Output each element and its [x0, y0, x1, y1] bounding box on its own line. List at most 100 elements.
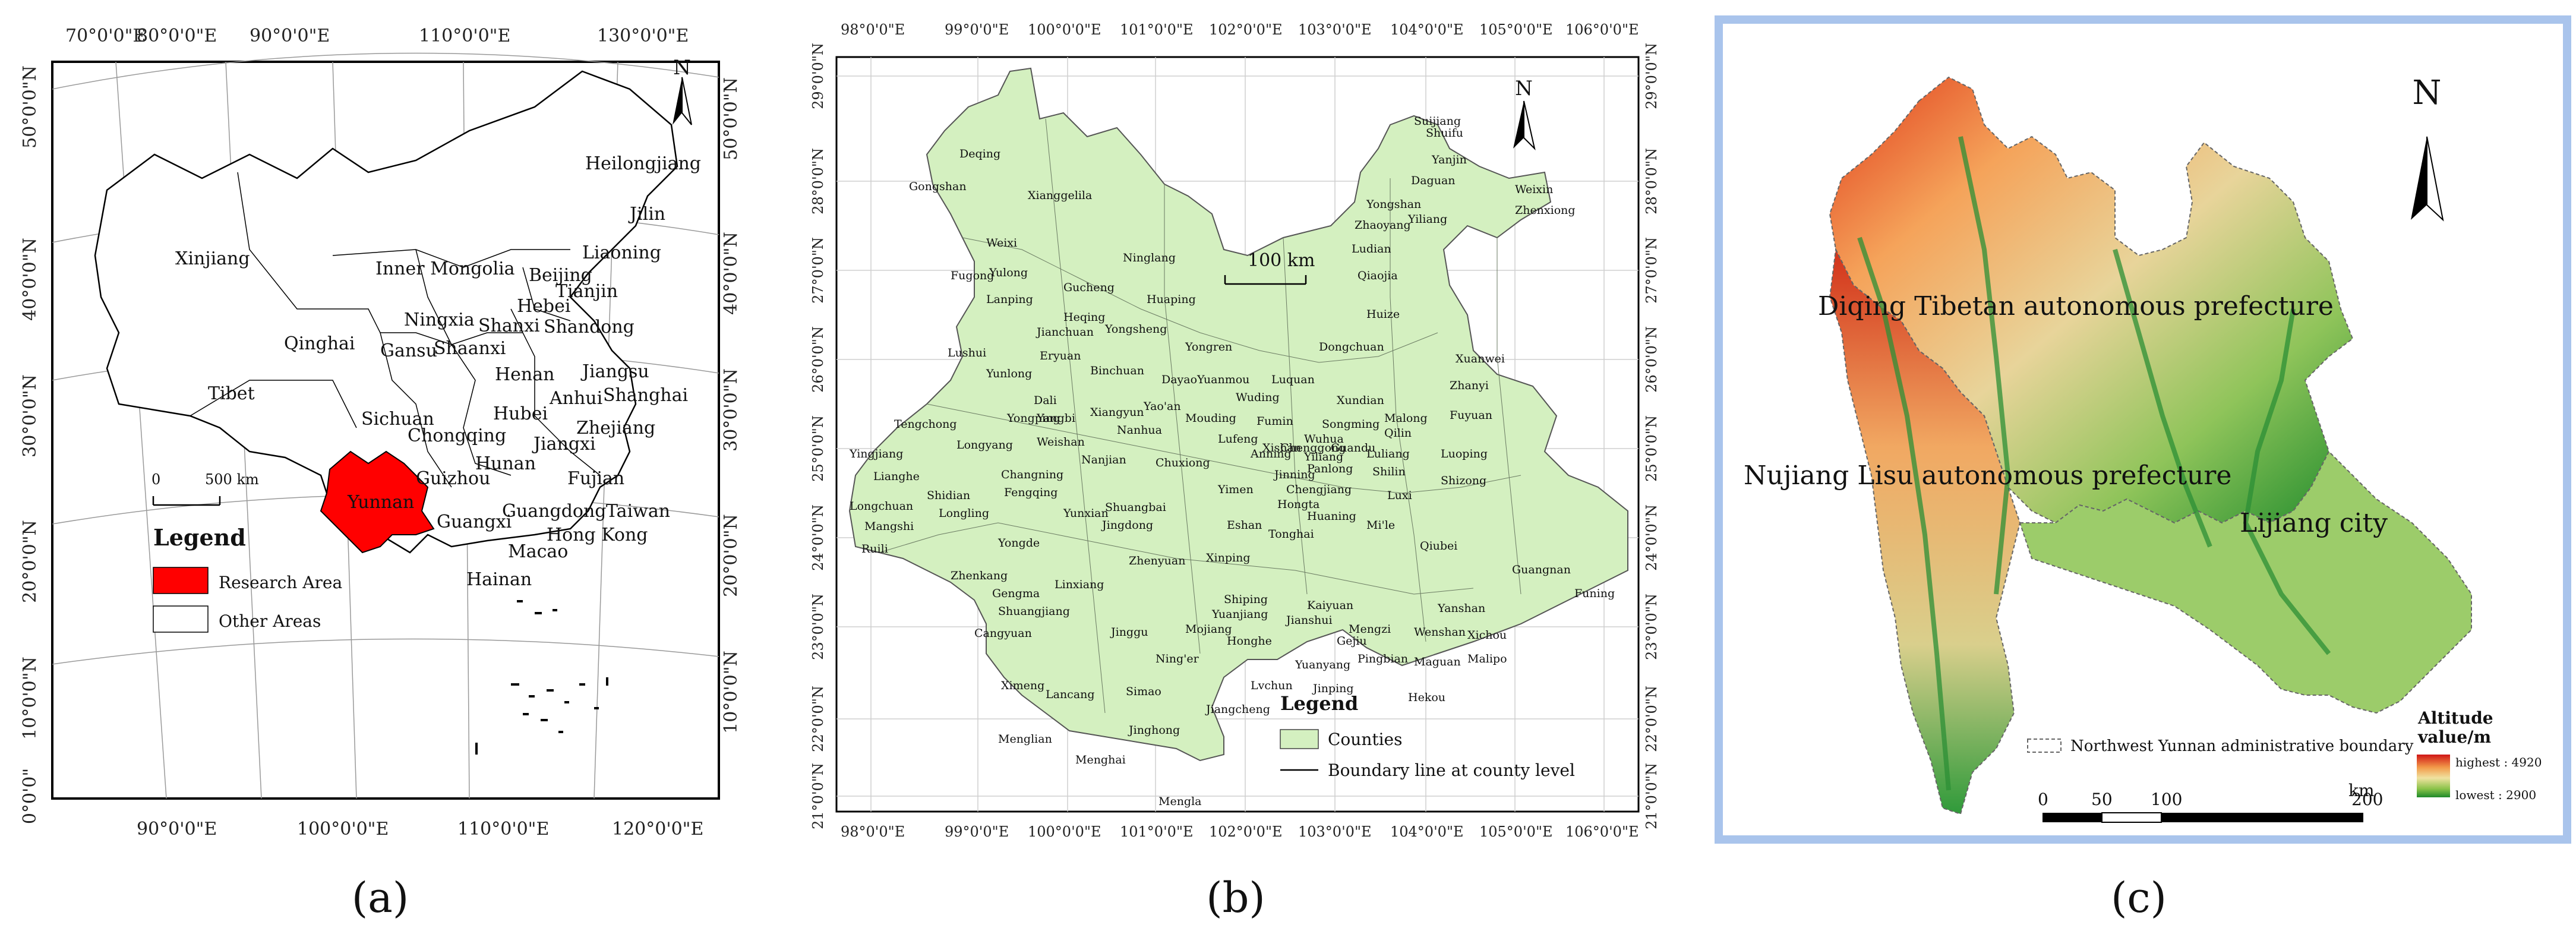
county-label: Lianghe: [873, 470, 920, 483]
region-label: Gansu: [380, 340, 437, 361]
county-label: Yanshan: [1437, 602, 1485, 615]
county-label: Dongchuan: [1319, 340, 1384, 354]
county-label: Lvchun: [1251, 679, 1293, 692]
county-label: Honghe: [1227, 635, 1272, 648]
coord-label: 120°0'0"E: [612, 819, 703, 840]
coord-label: 40°0'0"N: [20, 238, 40, 321]
panel-b-lat-labels: 29°0'0"N 28°0'0"N 27°0'0"N 26°0'0"N 25°0…: [810, 43, 1660, 829]
county-label: Longling: [939, 507, 989, 520]
scale-label: 50: [2091, 790, 2113, 809]
county-label: Mangshi: [864, 520, 914, 533]
county-label: Jianchuan: [1036, 326, 1094, 339]
county-label: Yuanjiang: [1211, 608, 1268, 621]
coord-label: 30°0'0"N: [721, 368, 741, 452]
county-label: Longyang: [956, 438, 1013, 452]
county-label: Jinning: [1273, 468, 1315, 481]
coord-label: 50°0'0"N: [20, 65, 40, 149]
coord-label: 0°0'0": [20, 768, 40, 824]
county-label: Dali: [1034, 394, 1057, 407]
county-label: Xinping: [1206, 551, 1250, 564]
coord-label: 98°0'0"E: [841, 823, 905, 840]
county-label: Malipo: [1467, 652, 1507, 665]
region-label: Hainan: [466, 569, 532, 590]
altitude-gradient: [2417, 755, 2450, 797]
coord-label: 100°0'0"E: [297, 819, 389, 840]
coord-label: 50°0'0"N: [721, 77, 741, 160]
region-label: Ningxia: [404, 310, 475, 330]
county-label: Weishan: [1037, 435, 1085, 449]
coord-label: 105°0'0"E: [1479, 823, 1553, 840]
county-label: Menghai: [1075, 753, 1126, 766]
county-label: Luxi: [1387, 489, 1412, 502]
coord-label: 10°0'0"N: [721, 651, 741, 734]
county-label: Yanjin: [1431, 153, 1467, 166]
region-label: Jiangxi: [532, 434, 596, 455]
coord-label: 90°0'0"E: [137, 819, 217, 840]
region-label: Anhui: [549, 388, 602, 409]
region-label: Yunnan: [347, 492, 414, 513]
nujiang-label: Nujiang Lisu autonomous prefecture: [1744, 460, 2231, 491]
county-label: Jinghong: [1128, 724, 1180, 737]
coord-label: 27°0'0"N: [1643, 237, 1660, 304]
panel-a-lat-left: 50°0'0"N 40°0'0"N 30°0'0"N 20°0'0"N 10°0…: [20, 65, 40, 824]
county-label: Qiubei: [1420, 539, 1457, 553]
county-label: Shuangjiang: [998, 605, 1070, 618]
coord-label: 26°0'0"N: [810, 326, 826, 393]
county-label: Wuhua: [1304, 433, 1344, 446]
region-label: Shandong: [544, 317, 634, 337]
county-label: Suijiang: [1414, 115, 1461, 128]
county-label: Ninglang: [1123, 251, 1176, 264]
coord-label: 28°0'0"N: [810, 148, 826, 214]
county-label: Chenggong: [1280, 441, 1346, 455]
county-label: Fengqing: [1004, 486, 1057, 499]
county-label: Jiangcheng: [1205, 703, 1270, 716]
county-label: Yimen: [1217, 483, 1254, 496]
county-label: Nanjian: [1081, 453, 1126, 466]
county-label: Gengma: [992, 587, 1040, 600]
county-label: Zhanyi: [1450, 379, 1489, 392]
county-label: Kaiyuan: [1307, 599, 1353, 612]
legend-label-boundary: Boundary line at county level: [1328, 760, 1575, 780]
coord-label: 99°0'0"E: [945, 823, 1009, 840]
county-label: Mojiang: [1185, 623, 1232, 636]
county-label: Yao'an: [1143, 400, 1181, 413]
county-label: Xianggelila: [1028, 189, 1092, 202]
county-label: Yuanyang: [1295, 658, 1350, 671]
county-label: Weixi: [986, 236, 1017, 250]
coord-label: 104°0'0"E: [1390, 21, 1464, 38]
county-label: Cangyuan: [974, 627, 1032, 640]
legend-swatch-research: [153, 567, 209, 594]
scale-label: 200: [2351, 790, 2383, 809]
coord-label: 103°0'0"E: [1298, 823, 1372, 840]
region-label: Guizhou: [416, 468, 490, 489]
region-label: Hebei: [517, 296, 570, 317]
county-label: Hekou: [1408, 691, 1445, 704]
county-label: Shidian: [927, 489, 970, 502]
county-label: Dayao: [1161, 373, 1197, 386]
county-label: Heqing: [1063, 311, 1105, 324]
county-label: Lushui: [948, 346, 986, 359]
panel-c-caption: (c): [2111, 873, 2167, 922]
county-label: Binchuan: [1090, 364, 1144, 377]
county-label: Xichou: [1467, 629, 1507, 642]
coord-label: 40°0'0"N: [721, 232, 741, 315]
coord-label: 24°0'0"N: [810, 504, 826, 571]
region-label: Jiangsu: [580, 361, 649, 382]
county-label: Mengla: [1158, 795, 1202, 808]
legend-boundary-label: Northwest Yunnan administrative boundary: [2070, 737, 2414, 755]
county-label: Shuangbai: [1105, 501, 1166, 514]
lijiang-label: Lijiang city: [2240, 508, 2388, 538]
county-label: Daguan: [1411, 174, 1456, 187]
coord-label: 80°0'0"E: [137, 26, 217, 46]
county-label: Pingbian: [1358, 652, 1408, 665]
county-label: Funing: [1574, 587, 1615, 600]
county-label: Zhenyuan: [1129, 554, 1185, 567]
coord-label: 24°0'0"N: [1643, 504, 1660, 571]
region-label: Shaanxi: [434, 338, 506, 359]
county-labels: Deqing Gongshan Xianggelila Weixi FugongYulo…: [849, 115, 1615, 808]
county-label: Ximeng: [1001, 679, 1044, 692]
region-label: Liaoning: [582, 242, 661, 263]
yunnan-province-shape: [848, 67, 1628, 762]
county-label: Gucheng: [1063, 281, 1115, 294]
altitude-title: Altitude value/m: [2417, 708, 2493, 747]
